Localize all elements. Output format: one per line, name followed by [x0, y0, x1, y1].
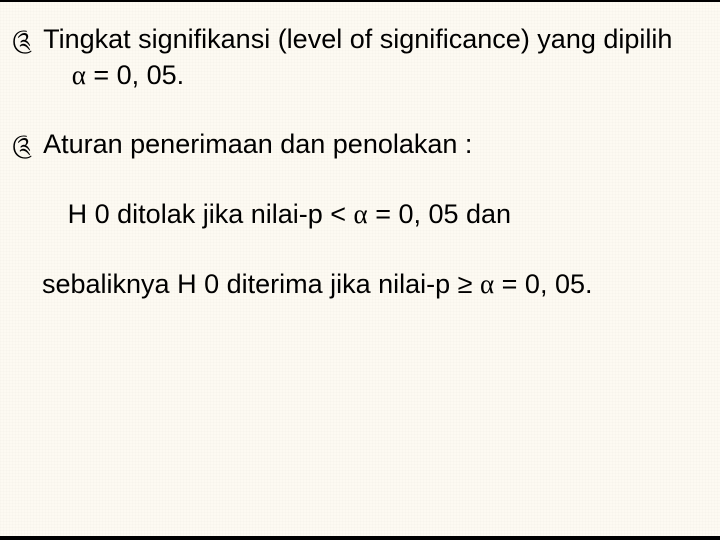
text-line: H 0 ditolak jika nilai-p < α = 0, 05 dan [68, 199, 511, 229]
slide-body: ༊Tingkat signifikansi (level of signific… [0, 2, 720, 302]
paragraph-1: ༊Tingkat signifikansi (level of signific… [42, 22, 678, 93]
text-line: Tingkat signifikansi (level of significa… [43, 24, 672, 90]
paragraph-2: ༊Aturan penerimaan dan penolakan : [42, 127, 678, 163]
text-line: Aturan penerimaan dan penolakan : [43, 129, 472, 159]
paragraph-4: sebaliknya H 0 diterima jika nilai-p ≥ α… [42, 267, 678, 303]
paragraph-3: H 0 ditolak jika nilai-p < α = 0, 05 dan [42, 197, 678, 233]
text-line: sebaliknya H 0 diterima jika nilai-p ≥ α… [42, 269, 592, 299]
